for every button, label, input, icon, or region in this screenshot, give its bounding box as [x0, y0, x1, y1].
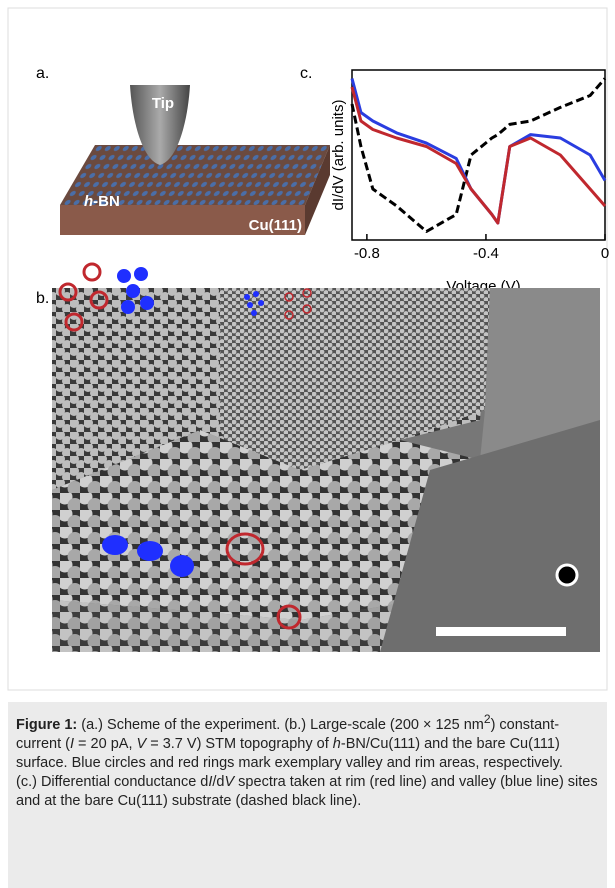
figure: a. Tip h-BN Cu(111) c. -0.8 -0.4 0Voltage … [7, 7, 609, 691]
x-tick-label: 0 [601, 245, 609, 262]
scheme-label: h [84, 193, 93, 210]
caption: Figure 1: (a.) Scheme of the experiment.… [8, 702, 607, 888]
caption-text: = 20 pA, [74, 735, 137, 752]
scheme-label: Cu(111) [249, 217, 302, 234]
x-tick-label: -0.4 [473, 245, 499, 262]
caption-text: h [332, 735, 341, 752]
x-tick-label: -0.8 [354, 245, 380, 262]
caption-text: 2 [483, 712, 491, 726]
caption-text: spectra taken at rim (red line) and vall… [16, 773, 598, 809]
caption-text: I [70, 735, 75, 752]
caption-text: -BN/Cu(111) and the bare Cu(111) surface… [16, 735, 563, 771]
caption-text: (a.) Scheme of the experiment. (b.) Larg… [77, 716, 484, 733]
panel-label: a. [36, 65, 49, 82]
plot-frame [351, 69, 606, 241]
y-axis-label: dI/dV (arb. units) [330, 100, 347, 211]
caption-text: ) constant-current ( [16, 716, 560, 752]
scheme-image [60, 85, 330, 235]
panel-label: c. [300, 65, 312, 82]
caption-text: /d [212, 773, 225, 790]
caption-text: (c.) Differential conductance d [16, 773, 209, 790]
series-line [350, 86, 607, 225]
panel-label: b. [36, 290, 49, 307]
scheme-label: h-BN [84, 193, 120, 210]
caption-text: I [208, 773, 213, 790]
stm-image [52, 262, 600, 652]
caption-text: V [224, 773, 235, 790]
caption-text: = 3.7 V) STM topography of [146, 735, 333, 752]
scheme-label: -BN [93, 193, 120, 210]
series-line [350, 77, 607, 233]
caption-text: V [136, 735, 147, 752]
caption-text: Figure 1: [16, 716, 78, 733]
scheme-label: Tip [152, 95, 174, 112]
